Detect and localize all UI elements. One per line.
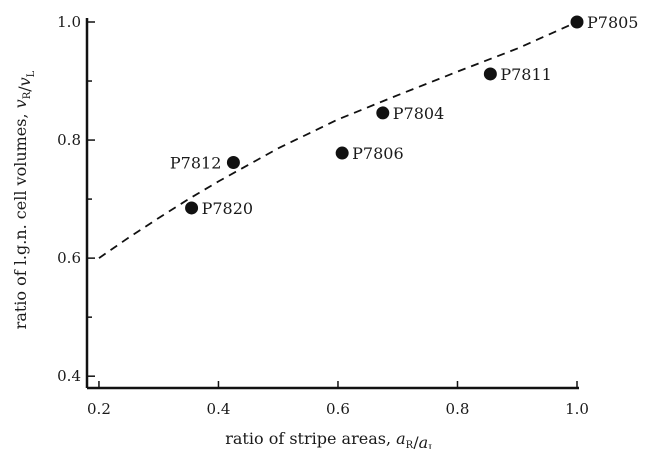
y-axis-title: ratio of l.g.n. cell volumes, vR/vL (11, 70, 37, 329)
axes: 0.2 0.4 0.6 0.8 1.0 0.4 0.6 0.8 1.0 (57, 13, 589, 418)
point-label: P7805 (587, 13, 638, 32)
point-label: P7811 (500, 65, 551, 84)
data-point (483, 67, 497, 81)
point-label: P7812 (170, 153, 221, 172)
data-point (570, 15, 584, 29)
x-axis-title: ratio of stripe areas, aR/aL (225, 429, 435, 449)
point-labels: P7820 P7812 P7806 P7804 P7811 P7805 (170, 13, 639, 218)
data-point (185, 201, 199, 215)
x-tick-label: 0.2 (87, 400, 111, 418)
y-tick-label: 0.6 (57, 249, 81, 267)
data-point (335, 146, 349, 160)
point-label: P7806 (352, 144, 403, 163)
x-tick-label: 0.6 (326, 400, 350, 418)
y-tick-label: 0.8 (57, 131, 81, 149)
dashed-fit-curve (98, 21, 578, 259)
data-point (376, 106, 390, 120)
x-tick-label: 0.4 (207, 400, 231, 418)
x-tick-label: 1.0 (565, 400, 589, 418)
point-label: P7804 (393, 104, 444, 123)
data-points (185, 15, 584, 215)
y-tick-label: 0.4 (57, 367, 81, 385)
point-label: P7820 (202, 199, 253, 218)
fit-curve-group (98, 21, 578, 259)
data-point (226, 155, 240, 169)
x-tick-label: 0.8 (446, 400, 470, 418)
y-tick-label: 1.0 (57, 13, 81, 31)
